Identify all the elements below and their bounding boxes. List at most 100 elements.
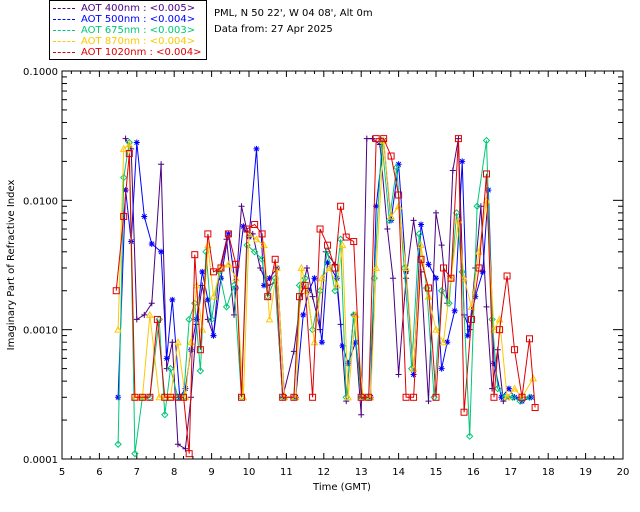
x-tick-label: 14 (392, 467, 405, 478)
location-label: PML, N 50 22', W 04 08', Alt 0m (214, 8, 373, 19)
data-point (508, 393, 517, 401)
y-tick-label: 0.0001 (23, 455, 58, 466)
data-point (503, 393, 511, 401)
legend-swatch (53, 18, 75, 20)
x-tick-label: 18 (542, 467, 555, 478)
data-point (490, 360, 497, 367)
data-point (138, 393, 146, 401)
data-point (309, 293, 316, 300)
data-point (141, 213, 148, 220)
data-point (297, 263, 306, 271)
data-point (316, 225, 324, 233)
data-point (303, 264, 310, 271)
data-point (174, 441, 181, 448)
data-point (438, 242, 445, 249)
data-point (425, 284, 433, 292)
data-point (439, 338, 448, 346)
data-point (191, 251, 199, 259)
data-point (146, 310, 154, 318)
data-point (454, 135, 462, 143)
series-line (125, 138, 530, 450)
data-point (379, 136, 388, 144)
data-point (338, 241, 347, 249)
data-point (222, 303, 231, 311)
data-date-label: Data from: 27 Apr 2025 (214, 24, 333, 35)
data-point (511, 346, 519, 354)
data-point (365, 393, 373, 401)
legend-item-400nm: AOT 400nm : <0.005> (53, 3, 195, 15)
data-point (161, 411, 169, 419)
data-point (394, 202, 403, 210)
data-point (483, 303, 490, 310)
data-point (232, 260, 240, 268)
data-point (232, 284, 239, 291)
data-point (260, 282, 267, 289)
data-point (459, 158, 466, 165)
data-point (153, 315, 161, 323)
series-line (117, 140, 530, 454)
data-point (141, 311, 148, 318)
x-tick-label: 9 (208, 467, 214, 478)
legend-item-870nm: AOT 870nm : <0.004> (53, 36, 195, 48)
data-point (188, 346, 195, 353)
data-point (336, 235, 345, 243)
data-point (510, 384, 519, 392)
data-point (451, 307, 458, 314)
data-point (333, 281, 341, 289)
data-point (490, 325, 498, 333)
data-point (525, 393, 534, 401)
data-point (415, 230, 423, 238)
data-point (372, 263, 381, 271)
data-point (387, 212, 395, 220)
data-point (331, 287, 339, 295)
data-point (207, 315, 216, 324)
data-point (279, 393, 287, 401)
data-point (204, 296, 211, 303)
data-point (479, 268, 486, 275)
data-point (250, 248, 259, 256)
data-point (433, 275, 439, 282)
x-tick-label: 15 (430, 467, 443, 478)
data-point (290, 393, 298, 401)
data-point (395, 191, 403, 199)
data-point (424, 292, 433, 300)
data-point (174, 338, 182, 346)
data-point (389, 275, 396, 282)
y-tick-label: 0.1000 (23, 67, 58, 78)
data-point (373, 203, 380, 210)
data-point (337, 202, 345, 210)
data-point (125, 150, 133, 158)
data-point (169, 339, 176, 346)
series-line (115, 138, 536, 454)
data-point (494, 384, 502, 393)
data-point (488, 315, 496, 324)
x-tick-label: 7 (134, 467, 140, 478)
data-point (265, 315, 274, 323)
data-point (182, 445, 189, 452)
data-point (331, 264, 339, 272)
x-tick-label: 11 (280, 467, 293, 478)
data-point (112, 287, 120, 295)
x-tick-label: 10 (243, 467, 256, 478)
data-point (252, 235, 261, 243)
data-point (438, 365, 445, 372)
data-point (418, 221, 425, 228)
data-point (410, 371, 417, 378)
data-point (125, 140, 134, 148)
data-point (468, 315, 476, 323)
data-point (503, 272, 511, 280)
data-point (120, 212, 128, 220)
data-point (447, 274, 455, 282)
data-point (444, 339, 451, 346)
data-point (224, 230, 232, 238)
data-point (498, 394, 505, 401)
data-point (458, 268, 466, 276)
legend: AOT 400nm : <0.005> AOT 500nm : <0.004> … (49, 0, 207, 60)
data-point (417, 241, 425, 249)
plot-frame (61, 70, 624, 460)
data-point (345, 360, 352, 367)
data-point (131, 449, 139, 458)
data-point (519, 398, 526, 405)
x-tick-label: 6 (96, 467, 102, 478)
data-point (325, 263, 334, 271)
